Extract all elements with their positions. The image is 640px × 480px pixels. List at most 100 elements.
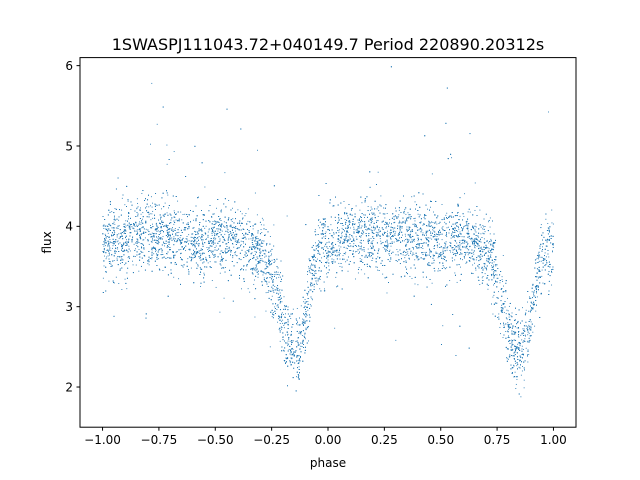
data-point (306, 314, 308, 316)
data-point (264, 256, 266, 258)
data-point (405, 235, 407, 237)
data-point (175, 251, 177, 253)
data-point (379, 238, 381, 240)
data-point (291, 351, 292, 353)
data-point (321, 257, 323, 259)
data-point (459, 247, 461, 249)
data-point (202, 234, 204, 236)
data-point (315, 242, 316, 244)
data-point (446, 227, 448, 229)
data-point (468, 237, 470, 239)
data-point (213, 238, 215, 240)
data-point (256, 245, 258, 247)
data-point (261, 258, 263, 260)
data-point (381, 242, 383, 244)
data-point (139, 229, 141, 231)
data-point (257, 238, 259, 240)
data-point (467, 243, 469, 245)
data-point (291, 358, 293, 360)
data-point (422, 248, 424, 249)
data-point (388, 235, 390, 237)
data-point (401, 222, 403, 224)
data-point (371, 221, 373, 222)
data-point (157, 240, 159, 242)
data-point (112, 223, 114, 225)
data-point (354, 223, 356, 225)
data-point (434, 214, 436, 216)
data-point (480, 233, 482, 235)
data-point (337, 240, 339, 242)
data-point (344, 253, 346, 255)
data-point (370, 252, 372, 254)
data-point (305, 301, 307, 303)
data-point (511, 344, 513, 346)
data-point (415, 224, 417, 226)
data-point (384, 217, 386, 219)
data-point (425, 230, 427, 232)
data-point (450, 237, 452, 239)
data-point (333, 259, 335, 261)
data-point (327, 248, 329, 249)
data-point (417, 284, 419, 286)
data-point (499, 326, 501, 328)
data-point (508, 316, 510, 318)
data-point (315, 260, 316, 262)
data-point (325, 231, 327, 233)
data-point (319, 277, 321, 279)
data-point (283, 324, 285, 326)
data-point (320, 270, 322, 272)
data-point (192, 219, 194, 221)
data-point (327, 259, 329, 261)
data-point (552, 243, 554, 244)
data-point (337, 238, 339, 240)
data-point (498, 291, 499, 293)
data-point (363, 240, 364, 242)
data-point (279, 289, 281, 291)
data-point (502, 307, 504, 309)
data-point (118, 283, 120, 284)
data-point (179, 243, 181, 245)
data-point (336, 251, 338, 253)
data-point (223, 297, 225, 299)
data-point (484, 253, 486, 255)
data-point (516, 346, 518, 347)
data-point (212, 250, 214, 252)
data-point (123, 226, 125, 228)
data-point (239, 229, 241, 231)
data-point (175, 219, 177, 221)
data-point (378, 227, 380, 229)
data-point (186, 241, 188, 243)
data-point (396, 240, 398, 242)
data-point (307, 301, 309, 303)
data-point (143, 248, 145, 250)
data-point (432, 229, 434, 231)
data-point (156, 224, 158, 226)
data-point (392, 228, 394, 230)
data-point (372, 240, 374, 242)
data-point (513, 364, 515, 366)
data-point (245, 213, 247, 214)
data-point (345, 261, 347, 263)
data-point (287, 343, 289, 345)
data-point (106, 230, 108, 232)
data-point (454, 228, 456, 230)
data-point (118, 219, 120, 221)
data-point (474, 182, 476, 184)
data-point (454, 215, 456, 217)
data-point (298, 344, 300, 346)
data-point (511, 312, 513, 314)
data-point (342, 255, 344, 257)
data-point (107, 232, 109, 234)
data-point (325, 218, 326, 220)
data-point (493, 294, 495, 296)
data-point (137, 231, 138, 233)
data-point (252, 228, 254, 230)
data-point (469, 211, 471, 213)
data-point (512, 344, 514, 346)
data-point (313, 286, 315, 288)
data-point (112, 223, 114, 225)
data-point (215, 286, 217, 288)
data-point (314, 264, 316, 266)
data-point (155, 249, 157, 251)
data-point (408, 230, 409, 231)
